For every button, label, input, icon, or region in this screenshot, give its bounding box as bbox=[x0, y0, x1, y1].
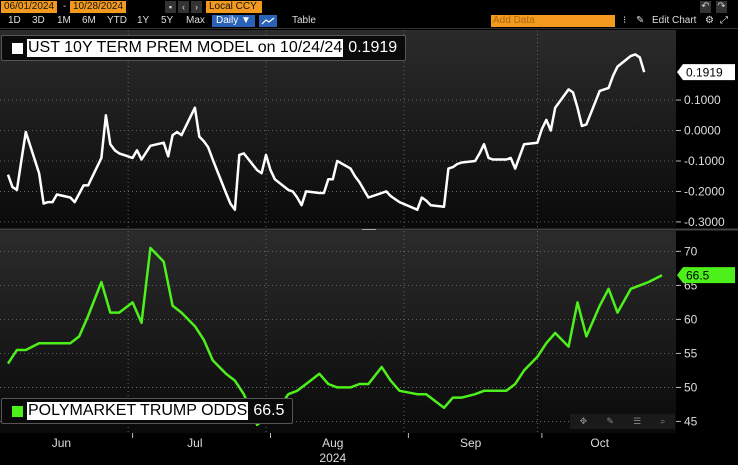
term-premium-line bbox=[6, 53, 646, 211]
toolbar-bottom: 1D 3D 1M 6M YTD 1Y 5Y Max Daily ▼ Table … bbox=[0, 14, 738, 29]
table-button[interactable]: Table bbox=[292, 15, 316, 26]
y-tick-label: -0.1000 bbox=[684, 154, 725, 168]
y-tick-label: 45 bbox=[684, 414, 698, 428]
list-icon[interactable]: ☰ bbox=[633, 416, 642, 426]
end-date-field[interactable]: 10/28/2024 bbox=[70, 1, 127, 13]
y-tick-label: 0.1000 bbox=[684, 93, 721, 107]
period-1m[interactable]: 1M bbox=[57, 15, 71, 26]
top-axis-background bbox=[676, 30, 738, 228]
trump-odds-line bbox=[6, 246, 663, 427]
start-date-field[interactable]: 06/01/2024 bbox=[1, 1, 58, 13]
chart-area: 0.1000 0.0000 -0.1000 -0.2000 -0.3000 0.1919 7… bbox=[0, 30, 738, 465]
period-max[interactable]: Max bbox=[186, 15, 205, 26]
period-3d[interactable]: 3D bbox=[32, 15, 45, 26]
calendar-icon[interactable]: ▪ bbox=[165, 1, 176, 13]
frequency-dropdown[interactable]: Daily ▼ bbox=[212, 15, 255, 27]
draw-icon[interactable]: ✎ bbox=[606, 416, 614, 426]
y-tick-label: 50 bbox=[684, 380, 698, 394]
y-tick-label: 0.0000 bbox=[684, 124, 721, 138]
period-ytd[interactable]: YTD bbox=[107, 15, 127, 26]
period-5y[interactable]: 5Y bbox=[161, 15, 174, 26]
legend-swatch-bottom bbox=[12, 405, 23, 417]
currency-select[interactable]: Local CCY bbox=[206, 1, 262, 13]
redo-icon[interactable]: ↷ bbox=[716, 1, 727, 13]
period-1d[interactable]: 1D bbox=[8, 15, 21, 26]
x-tick-label: Sep bbox=[460, 436, 482, 450]
legend-label-top: UST 10Y TERM PREM MODEL on 10/24/24 bbox=[27, 39, 344, 57]
y-tick-label: -0.3000 bbox=[684, 215, 725, 229]
y-tick-label: 55 bbox=[684, 346, 698, 360]
settings-icon[interactable]: ⁝ bbox=[623, 15, 627, 26]
toolbar-top: 06/01/2024 - 10/28/2024 ▪ ‹ › Local CCY … bbox=[0, 0, 738, 14]
zoom-icon[interactable]: ⌕ bbox=[660, 416, 666, 426]
period-6m[interactable]: 6M bbox=[82, 15, 96, 26]
chart-tools: ✥ ✎ ☰ ⌕ bbox=[570, 414, 675, 429]
x-tick-label: Jul bbox=[187, 436, 202, 450]
legend-top: UST 10Y TERM PREM MODEL on 10/24/24 0.19… bbox=[1, 35, 407, 61]
legend-value-top: 0.1919 bbox=[348, 39, 398, 56]
undo-icon[interactable]: ↶ bbox=[700, 1, 711, 13]
x-tick-label: Jun bbox=[52, 436, 71, 450]
x-tick-label: Aug bbox=[322, 436, 343, 450]
expand-icon[interactable]: ⤢ bbox=[720, 15, 728, 26]
legend-swatch-top bbox=[12, 42, 23, 54]
date-separator: - bbox=[63, 1, 67, 12]
chevron-right-icon[interactable]: › bbox=[191, 1, 202, 13]
pencil-icon[interactable]: ✎ bbox=[636, 15, 645, 26]
y-tick-label: 70 bbox=[684, 244, 698, 258]
legend-label-bottom: POLYMARKET TRUMP ODDS bbox=[27, 402, 249, 420]
x-year-label: 2024 bbox=[319, 451, 346, 465]
legend-value-bottom: 66.5 bbox=[253, 402, 285, 419]
crosshair-icon[interactable]: ✥ bbox=[579, 416, 588, 426]
last-value-marker bbox=[677, 64, 735, 81]
chevron-left-icon[interactable]: ‹ bbox=[178, 1, 189, 13]
y-tick-label: 60 bbox=[684, 312, 698, 326]
chart-type-icon[interactable] bbox=[259, 15, 277, 27]
bottom-axis-background bbox=[676, 231, 738, 433]
legend-bottom: POLYMARKET TRUMP ODDS 66.5 bbox=[1, 398, 294, 424]
x-tick-label: Oct bbox=[590, 436, 609, 450]
edit-chart-button[interactable]: Edit Chart bbox=[652, 15, 697, 26]
add-data-input[interactable]: Add Data bbox=[491, 15, 615, 27]
y-tick-label: -0.2000 bbox=[684, 184, 725, 198]
top-panel-background bbox=[0, 30, 676, 228]
last-value-marker bbox=[677, 267, 735, 284]
gear-icon[interactable]: ⚙ bbox=[705, 15, 714, 26]
last-value-label: 0.1919 bbox=[686, 66, 723, 80]
last-value-label: 66.5 bbox=[686, 269, 710, 283]
period-1y[interactable]: 1Y bbox=[137, 15, 150, 26]
